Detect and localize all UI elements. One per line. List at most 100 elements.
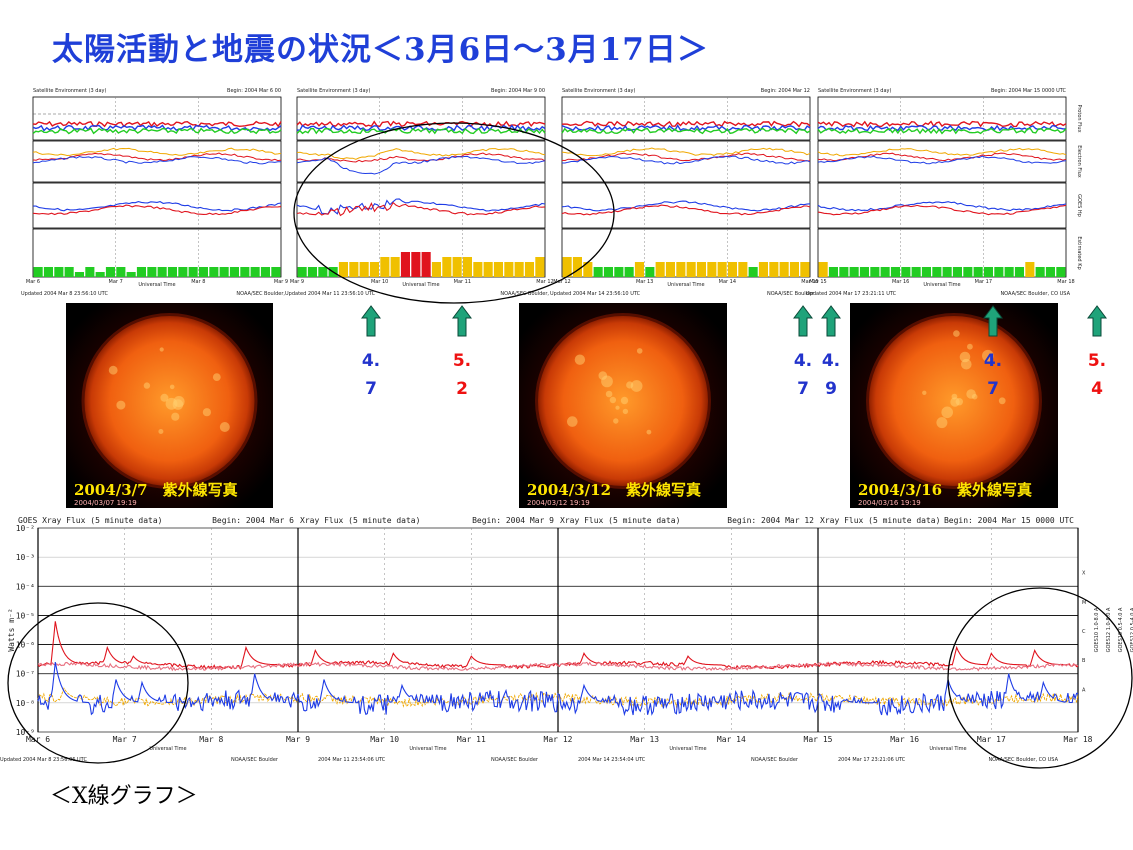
kp-bar <box>136 267 146 277</box>
sun-active-region <box>601 375 613 388</box>
magnitude-line1: 5. <box>1088 351 1106 371</box>
kp-bar <box>178 267 188 277</box>
xray-series-line <box>37 661 1079 717</box>
sun-image-date: 2004/03/16 19:19 <box>858 499 921 507</box>
sun-image-date: 2004/03/07 19:19 <box>74 499 137 507</box>
xray-panel-begin: Begin: 2004 Mar 15 0000 UTC <box>944 516 1074 525</box>
kp-bar <box>126 272 136 277</box>
magnitude-line2: 7 <box>365 379 377 399</box>
xray-xlabel: Universal Time <box>149 746 186 752</box>
sat-row-label: Proton Flux <box>1076 104 1082 132</box>
kp-bar <box>116 267 126 277</box>
xray-panel-header: Xray Flux (5 minute data) <box>560 516 680 525</box>
sat-day-label: Mar 9 <box>290 279 304 285</box>
sun-active-region <box>159 347 164 352</box>
sat-panel-header: Satellite Environment (3 day) <box>297 88 371 94</box>
kp-bar <box>421 252 431 277</box>
sat-footer-right: NOAA/SEC Boulder, CO USA <box>1000 291 1070 297</box>
xray-day-label: Mar 13 <box>630 735 659 744</box>
xray-footer-source: NOAA/SEC Boulder <box>751 757 799 763</box>
kp-bar <box>839 267 849 277</box>
sat-xlabel: Universal Time <box>923 282 960 288</box>
magnitude-line1: 4. <box>362 351 380 371</box>
sun-active-region <box>609 396 617 404</box>
kp-bar <box>33 267 43 277</box>
sat-row-frame <box>561 96 811 141</box>
up-arrow-icon <box>452 305 472 337</box>
electron-flux-line <box>296 148 546 160</box>
sun-image-label: 2004/3/7 紫外線写真 <box>74 481 238 499</box>
kp-bar <box>942 267 952 277</box>
sat-row-frame <box>817 140 1067 183</box>
goes-hp-line <box>296 201 546 217</box>
proton-flux-line <box>561 120 811 128</box>
kp-bar <box>779 262 789 277</box>
sat-day-label: Mar 15 <box>801 279 818 285</box>
sat-panel-4: Satellite Environment (3 day) Begin: 2004… <box>806 88 1082 297</box>
sun-active-region <box>613 418 619 424</box>
sun-active-region <box>982 349 994 362</box>
xray-legend-entry: GOES12 1.0-8.0 A <box>1106 607 1112 652</box>
kp-bar <box>727 262 737 277</box>
electron-flux-line <box>561 152 811 162</box>
sat-day-label: Mar 14 <box>719 279 736 285</box>
kp-bar <box>748 267 758 277</box>
sat-panel-header: Satellite Environment (3 day) <box>33 88 107 94</box>
kp-bar <box>901 267 911 277</box>
xray-day-label: Mar 11 <box>457 735 486 744</box>
proton-flux-line <box>817 127 1067 135</box>
sat-footer-left: Updated 2004 Mar 8 23:56:10 UTC <box>21 291 108 297</box>
kp-bar <box>593 267 603 277</box>
sat-xlabel: Universal Time <box>667 282 704 288</box>
sat-footer-right: NOAA/SEC Boulder <box>767 291 815 297</box>
earthquake-marker-3: 4.7 <box>793 305 813 399</box>
kp-bar <box>983 267 993 277</box>
xray-panel-header: Xray Flux (5 minute data) <box>300 516 420 525</box>
sun-active-region <box>219 422 230 432</box>
highlight-ellipses <box>7 122 1133 769</box>
sun-image-label: 2004/3/12 紫外線写真 <box>527 481 701 499</box>
xray-day-label: Mar 6 <box>26 735 50 744</box>
xray-flux-chart: Mar 6 Mar 7 Mar 8 Mar 9 Mar 10 Mar 11 Mar 12 Ma… <box>0 516 1133 763</box>
proton-flux-line <box>32 120 282 128</box>
kp-bar <box>1025 262 1035 277</box>
electron-flux-line <box>562 155 811 165</box>
xray-ytick: 10⁻⁵ <box>16 611 35 620</box>
kp-bar <box>973 267 983 277</box>
sat-row-label: GOES Hp <box>1076 194 1082 217</box>
sun-active-region <box>158 429 164 434</box>
page-title: 太陽活動と地震の状況＜3月6日～3月17日＞ <box>52 32 709 68</box>
sat-day-label: Mar 12 <box>553 279 570 285</box>
xray-class-label: A <box>1082 687 1086 693</box>
kp-bar <box>849 267 859 277</box>
proton-flux-line <box>296 120 546 128</box>
kp-bar <box>624 267 634 277</box>
kp-bar <box>473 262 483 277</box>
kp-bar <box>1056 267 1066 277</box>
sun-active-region <box>160 393 169 402</box>
earthquake-markers: 4.75.24.74.94.75.4 <box>361 305 1107 399</box>
sun-active-region <box>567 416 578 427</box>
sun-active-region <box>941 406 953 419</box>
xray-panel-begin: Begin: 2004 Mar 9 <box>472 516 554 525</box>
magnitude-line2: 2 <box>456 379 468 399</box>
kp-bar <box>880 267 890 277</box>
xray-day-label: Mar 12 <box>544 735 573 744</box>
kp-bar <box>240 267 250 277</box>
kp-bar <box>738 262 748 277</box>
sat-row-frame <box>817 96 1067 141</box>
sun-active-region <box>173 396 185 408</box>
kp-bar <box>85 267 95 277</box>
kp-bar <box>198 267 208 277</box>
sat-day-label: Mar 8 <box>191 279 205 285</box>
sun-active-region <box>967 343 973 350</box>
sat-day-label: Mar 11 <box>454 279 471 285</box>
electron-flux-line <box>817 155 1067 165</box>
electron-flux-line <box>32 155 281 165</box>
kp-bar <box>157 267 167 277</box>
kp-bar <box>229 267 239 277</box>
kp-bar <box>380 257 390 277</box>
